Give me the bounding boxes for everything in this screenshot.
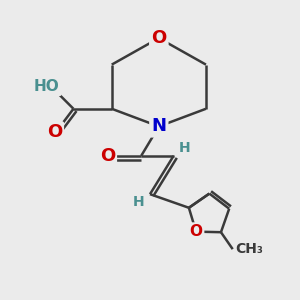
Text: O: O <box>151 29 166 47</box>
Text: N: N <box>151 117 166 135</box>
Text: O: O <box>100 147 115 165</box>
Text: O: O <box>47 123 62 141</box>
Text: CH₃: CH₃ <box>236 242 263 256</box>
Text: H: H <box>133 195 145 209</box>
Text: HO: HO <box>34 79 60 94</box>
Text: O: O <box>190 224 202 239</box>
Text: H: H <box>179 141 190 154</box>
